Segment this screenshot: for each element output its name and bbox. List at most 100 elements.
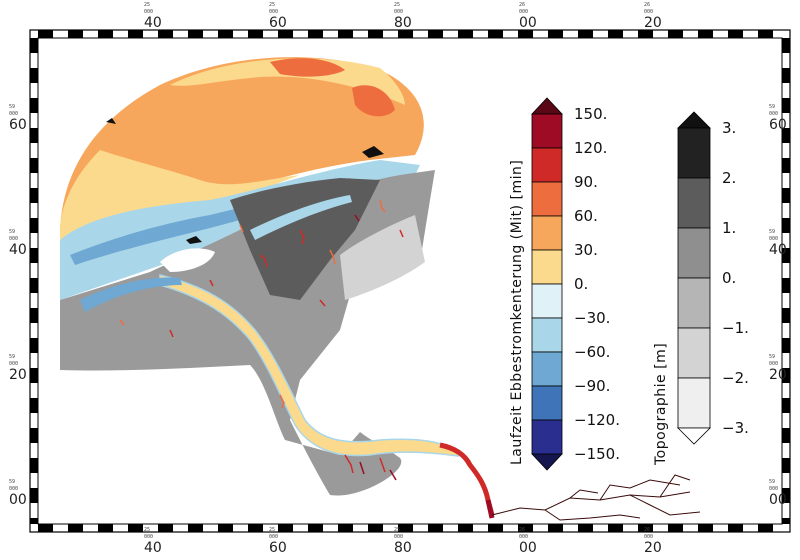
tick-major-label: 40	[144, 15, 162, 31]
frame-check	[782, 338, 790, 353]
frame-check	[782, 488, 790, 503]
frame-check	[398, 524, 413, 532]
tick-major-label: 00	[9, 492, 27, 508]
frame-check	[368, 30, 383, 38]
frame-check	[38, 30, 53, 38]
frame-check	[782, 188, 790, 203]
tick-major-label: 00	[519, 540, 537, 556]
colorbar-tick-label: 3.	[722, 119, 736, 137]
tick-minor-label-2: 000	[769, 361, 778, 367]
frame-check	[548, 524, 563, 532]
colorbar-segment	[531, 215, 563, 251]
colorbar-segment	[677, 377, 711, 429]
colorbar-tick-label: 0.	[574, 275, 588, 293]
colorbar-tick-label: 0.	[722, 269, 736, 287]
river-upper-dark	[485, 499, 495, 519]
frame-check	[782, 428, 790, 443]
frame-check	[30, 128, 38, 143]
colorbar-segment	[677, 177, 711, 229]
tick-minor-label: 26	[644, 527, 650, 533]
frame-check	[398, 30, 413, 38]
frame-check	[758, 30, 773, 38]
frame-check	[30, 428, 38, 443]
colorbar-segment	[677, 127, 711, 179]
frame-check	[158, 30, 173, 38]
frame-check	[728, 524, 743, 532]
frame-check	[248, 524, 263, 532]
frame-check	[758, 524, 773, 532]
island-white	[160, 248, 215, 272]
tick-major-label: 00	[519, 15, 537, 31]
colorbar-segment	[531, 181, 563, 217]
tick-minor-label-2: 000	[9, 486, 18, 492]
frame-check	[98, 524, 113, 532]
frame-check	[782, 98, 790, 113]
frame-check	[668, 524, 683, 532]
frame-check	[30, 488, 38, 503]
frame-check	[248, 30, 263, 38]
colorbar-tick-label: −150.	[574, 445, 620, 463]
tick-minor-label-2: 000	[394, 534, 403, 540]
river-network	[491, 474, 701, 521]
colorbar-segment	[677, 327, 711, 379]
frame-check	[548, 30, 563, 38]
frame-check	[278, 30, 293, 38]
frame-check	[782, 158, 790, 173]
frame-check	[30, 68, 38, 83]
colorbar-tick-label: −30.	[574, 309, 610, 327]
land-dark-spot-2	[186, 236, 202, 244]
frame-check	[518, 524, 533, 532]
frame-check	[38, 524, 53, 532]
frame-check	[608, 30, 623, 38]
frame-check	[30, 218, 38, 233]
colorbar-segment	[531, 351, 563, 387]
frame-check	[30, 38, 38, 53]
channel-blue-secondary	[80, 277, 182, 312]
frame-check	[158, 524, 173, 532]
colorbar-tick-label: 60.	[574, 207, 598, 225]
colorbar-topo: 3. 2. 1. 0. −1. −2. −3.	[677, 111, 749, 445]
land-dark-spot-3	[106, 118, 116, 124]
tick-minor-label-2: 000	[269, 534, 278, 540]
sea-region-dark-orange-2	[352, 85, 395, 117]
frame-check	[782, 458, 790, 473]
map-frame	[29, 29, 791, 533]
tick-minor-label-2: 000	[769, 111, 778, 117]
colorbar-over-triangle	[677, 111, 711, 129]
colorbar-segment	[531, 113, 563, 149]
frame-check	[68, 524, 83, 532]
frame-check	[578, 30, 593, 38]
frame-check	[782, 68, 790, 83]
frame-check	[188, 30, 203, 38]
tick-minor-label: 59	[769, 104, 775, 110]
tick-minor-label-2: 000	[519, 9, 528, 15]
tick-major-label: 60	[269, 540, 287, 556]
frame-check	[638, 30, 653, 38]
colorbar-flow-title: Laufzeit Ebbestromkenterung (Mit) [min]	[509, 160, 525, 465]
frame-check	[428, 524, 443, 532]
tick-major-label: 20	[769, 367, 787, 383]
tick-minor-label: 25	[269, 2, 275, 8]
tick-minor-label-2: 000	[9, 361, 18, 367]
tick-minor-label-2: 000	[9, 111, 18, 117]
colorbar-tick-label: −1.	[722, 319, 749, 337]
colorbar-under-triangle	[531, 453, 563, 471]
tick-minor-label: 25	[144, 527, 150, 533]
tick-minor-label: 59	[769, 479, 775, 485]
tick-minor-label-2: 000	[519, 534, 528, 540]
tick-major-label: 60	[269, 15, 287, 31]
colorbar-segment	[531, 385, 563, 421]
tick-minor-label-2: 000	[644, 9, 653, 15]
tick-minor-label: 59	[9, 229, 15, 235]
frame-check	[782, 518, 790, 524]
frame-check	[30, 248, 38, 263]
frame-check	[782, 218, 790, 233]
colorbar-segment	[677, 277, 711, 329]
tick-major-label: 20	[644, 540, 662, 556]
tick-minor-label: 59	[769, 354, 775, 360]
colorbar-tick-label: 120.	[574, 139, 607, 157]
frame-check	[578, 524, 593, 532]
